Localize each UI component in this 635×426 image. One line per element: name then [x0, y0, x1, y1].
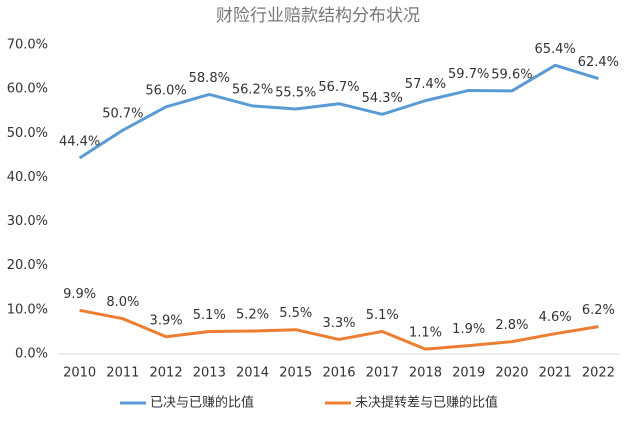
y-tick-label: 0.0% [15, 347, 48, 362]
x-tick-label: 2021 [539, 366, 572, 381]
data-label: 50.7% [102, 107, 143, 122]
x-tick-label: 2011 [106, 366, 139, 381]
x-tick-label: 2019 [452, 366, 485, 381]
y-tick-label: 30.0% [7, 214, 48, 229]
data-label: 5.5% [279, 306, 312, 321]
chart-title: 财险行业赔款结构分布状况 [216, 6, 420, 26]
data-label: 8.0% [106, 295, 139, 310]
series-line [78, 63, 599, 160]
data-label: 3.3% [322, 316, 355, 331]
x-tick-label: 2010 [63, 366, 96, 381]
x-tick-label: 2015 [279, 366, 312, 381]
x-tick-label: 2018 [409, 366, 442, 381]
data-label: 62.4% [578, 55, 619, 70]
data-label: 2.8% [495, 318, 528, 333]
y-tick-label: 50.0% [7, 126, 48, 141]
y-tick-label: 70.0% [7, 38, 48, 53]
data-label: 4.6% [539, 310, 572, 325]
data-label: 59.7% [448, 67, 489, 82]
legend-label: 已决与已赚的比值 [150, 395, 254, 411]
data-label: 59.6% [491, 67, 532, 82]
data-label: 1.9% [452, 322, 485, 337]
data-label: 54.3% [362, 91, 403, 106]
y-tick-label: 60.0% [7, 82, 48, 97]
y-tick-label: 10.0% [7, 302, 48, 317]
data-label: 9.9% [63, 287, 96, 302]
y-tick-label: 40.0% [7, 170, 48, 185]
data-label: 56.7% [318, 80, 359, 95]
x-tick-label: 2020 [495, 366, 528, 381]
data-label: 56.0% [145, 83, 186, 98]
legend-label: 未决提转差与已赚的比值 [355, 395, 498, 411]
x-tick-label: 2016 [322, 366, 355, 381]
data-label: 65.4% [534, 42, 575, 57]
data-label: 5.2% [236, 308, 269, 323]
data-label: 6.2% [582, 303, 615, 318]
data-label: 58.8% [189, 71, 230, 86]
x-tick-label: 2014 [236, 366, 269, 381]
series-line [79, 308, 599, 351]
x-tick-label: 2022 [582, 366, 615, 381]
data-label: 55.5% [275, 86, 316, 101]
data-label: 57.4% [405, 77, 446, 92]
y-tick-label: 20.0% [7, 258, 48, 273]
data-label: 1.1% [409, 326, 442, 341]
data-label: 56.2% [232, 82, 273, 97]
x-tick-label: 2017 [366, 366, 399, 381]
data-label: 3.9% [150, 313, 183, 328]
x-tick-label: 2013 [193, 366, 226, 381]
data-label: 5.1% [366, 308, 399, 323]
x-tick-label: 2012 [150, 366, 183, 381]
data-label: 5.1% [193, 308, 226, 323]
data-label: 44.4% [59, 135, 100, 150]
